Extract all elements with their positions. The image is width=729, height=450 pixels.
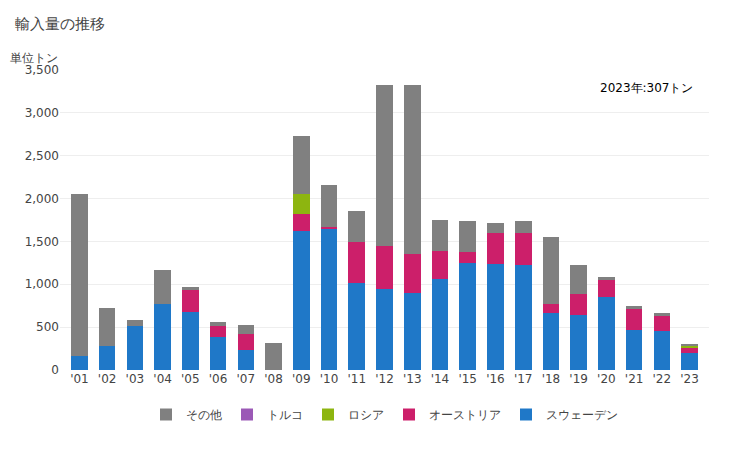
svg-text:'20: '20	[597, 372, 616, 386]
svg-text:'19: '19	[569, 372, 588, 386]
svg-text:'02: '02	[98, 372, 117, 386]
svg-text:'01: '01	[70, 372, 89, 386]
svg-text:'10: '10	[320, 372, 339, 386]
svg-text:1,000: 1,000	[25, 277, 59, 291]
svg-text:2,500: 2,500	[25, 149, 59, 163]
svg-text:その他: その他	[186, 408, 222, 422]
svg-text:'03: '03	[126, 372, 145, 386]
svg-text:1,500: 1,500	[25, 235, 59, 249]
svg-text:'06: '06	[209, 372, 228, 386]
svg-text:'14: '14	[431, 372, 450, 386]
svg-text:'18: '18	[542, 372, 561, 386]
svg-text:'09: '09	[292, 372, 311, 386]
svg-text:3,000: 3,000	[25, 106, 59, 120]
svg-text:'17: '17	[514, 372, 533, 386]
svg-text:トルコ: トルコ	[267, 408, 303, 422]
svg-text:'12: '12	[375, 372, 394, 386]
svg-text:'21: '21	[625, 372, 644, 386]
svg-text:ロシア: ロシア	[348, 408, 384, 422]
svg-text:'22: '22	[653, 372, 672, 386]
svg-text:3,500: 3,500	[25, 63, 59, 77]
svg-text:'07: '07	[237, 372, 256, 386]
svg-text:'15: '15	[458, 372, 477, 386]
svg-text:'05: '05	[181, 372, 200, 386]
svg-text:スウェーデン: スウェーデン	[546, 408, 618, 422]
svg-text:0: 0	[51, 363, 59, 377]
svg-text:'23: '23	[680, 372, 699, 386]
svg-text:'11: '11	[347, 372, 366, 386]
svg-text:オーストリア: オーストリア	[429, 408, 501, 422]
svg-text:'04: '04	[153, 372, 172, 386]
svg-text:'08: '08	[264, 372, 283, 386]
svg-text:'13: '13	[403, 372, 422, 386]
svg-text:2,000: 2,000	[25, 192, 59, 206]
svg-text:'16: '16	[486, 372, 505, 386]
svg-text:単位トン: 単位トン	[10, 51, 58, 65]
svg-text:2023年:307トン: 2023年:307トン	[600, 81, 694, 95]
svg-text:500: 500	[36, 320, 59, 334]
svg-text:輸入量の推移: 輸入量の推移	[15, 15, 105, 33]
